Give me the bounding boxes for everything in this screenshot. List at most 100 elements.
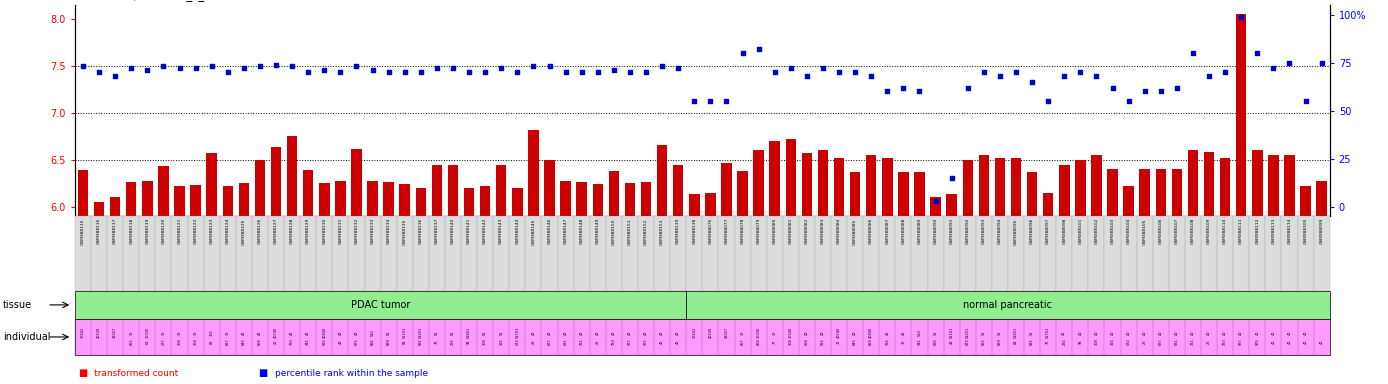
Bar xyxy=(625,183,636,216)
Point xyxy=(1102,84,1124,91)
Bar xyxy=(142,180,153,216)
Text: 40: 40 xyxy=(854,330,858,334)
Bar xyxy=(1203,152,1214,216)
Text: GSM388132: GSM388132 xyxy=(354,218,358,245)
Point xyxy=(217,69,239,75)
Text: GSM388101: GSM388101 xyxy=(1078,218,1083,245)
Text: 572: 572 xyxy=(515,338,519,345)
Point xyxy=(539,63,561,70)
Text: 41027: 41027 xyxy=(114,327,117,338)
Text: 899: 899 xyxy=(387,338,390,345)
Text: GSM388115: GSM388115 xyxy=(81,218,85,245)
Text: GSM388134: GSM388134 xyxy=(387,218,390,245)
Text: GSM388088: GSM388088 xyxy=(901,218,905,245)
Point xyxy=(1022,79,1044,85)
Text: 292: 292 xyxy=(1062,338,1066,345)
Point xyxy=(829,69,851,75)
Text: 30: 30 xyxy=(741,330,744,334)
Text: 40: 40 xyxy=(1288,330,1291,334)
Text: 40: 40 xyxy=(676,339,680,344)
Bar xyxy=(1156,169,1166,216)
Point xyxy=(297,69,319,75)
Text: 721: 721 xyxy=(580,338,584,345)
Text: 305: 305 xyxy=(210,329,214,336)
Text: 40: 40 xyxy=(1095,330,1098,334)
Point xyxy=(924,198,947,204)
Text: 40: 40 xyxy=(1174,330,1178,334)
Point xyxy=(634,69,657,75)
Text: GSM388102: GSM388102 xyxy=(1095,218,1098,245)
Text: GSM388099: GSM388099 xyxy=(1320,218,1324,245)
Bar xyxy=(110,197,121,216)
Point xyxy=(1310,60,1332,66)
Text: GSM388091: GSM388091 xyxy=(949,218,954,245)
Text: 40: 40 xyxy=(805,330,809,334)
Text: 40: 40 xyxy=(339,330,343,334)
Text: 40: 40 xyxy=(661,330,663,334)
Point xyxy=(426,65,448,71)
Point xyxy=(1134,88,1156,94)
Text: 40: 40 xyxy=(1239,330,1244,334)
Point xyxy=(329,69,351,75)
Text: 308: 308 xyxy=(788,338,793,345)
Text: GSM388087: GSM388087 xyxy=(886,218,890,245)
Text: 581: 581 xyxy=(1174,338,1178,345)
Bar xyxy=(78,170,89,216)
Text: 51251: 51251 xyxy=(966,327,970,338)
Text: GSM388125: GSM388125 xyxy=(242,218,246,245)
Point xyxy=(458,69,480,75)
Point xyxy=(908,88,930,94)
Text: 43: 43 xyxy=(949,339,954,344)
Text: GSM388152: GSM388152 xyxy=(644,218,648,245)
Text: GSM388113: GSM388113 xyxy=(1271,218,1276,245)
Bar xyxy=(1059,165,1070,216)
Text: 30640: 30640 xyxy=(788,327,793,338)
Text: GSM388097: GSM388097 xyxy=(1047,218,1051,245)
Text: 51: 51 xyxy=(1030,330,1034,334)
Text: GSM388108: GSM388108 xyxy=(1191,218,1195,245)
Text: 40: 40 xyxy=(1255,330,1259,334)
Text: GSM388092: GSM388092 xyxy=(966,218,970,245)
Point xyxy=(1166,84,1188,91)
Text: 82: 82 xyxy=(210,339,214,344)
Text: GSM388143: GSM388143 xyxy=(500,218,504,245)
Text: GSM388130: GSM388130 xyxy=(322,218,326,245)
Bar xyxy=(608,171,619,216)
Point xyxy=(892,84,915,91)
Text: 51: 51 xyxy=(451,330,455,334)
Text: 40: 40 xyxy=(1127,330,1131,334)
Text: 892: 892 xyxy=(371,338,375,345)
Bar xyxy=(255,160,265,216)
Bar xyxy=(1076,160,1085,216)
Text: 977: 977 xyxy=(1239,338,1244,345)
Text: normal pancreatic: normal pancreatic xyxy=(963,300,1052,310)
Text: 30162: 30162 xyxy=(81,327,85,338)
Text: 51: 51 xyxy=(981,330,985,334)
Bar xyxy=(335,182,346,216)
Text: 30030: 30030 xyxy=(146,327,150,338)
Bar xyxy=(866,155,876,216)
Text: GSM388105: GSM388105 xyxy=(1142,218,1146,245)
Text: GSM388151: GSM388151 xyxy=(627,218,632,245)
Bar xyxy=(1140,169,1149,216)
Text: GSM388085: GSM388085 xyxy=(854,218,858,245)
Text: 656: 656 xyxy=(869,338,873,345)
Text: GSM388138: GSM388138 xyxy=(693,218,697,245)
Point xyxy=(441,65,464,71)
Point xyxy=(570,69,593,75)
Text: GSM388140: GSM388140 xyxy=(451,218,455,245)
Text: individual: individual xyxy=(3,332,50,342)
Bar xyxy=(673,165,683,216)
Text: 617: 617 xyxy=(226,338,230,345)
Text: 308: 308 xyxy=(178,338,182,345)
Point xyxy=(72,63,94,70)
Bar xyxy=(722,163,731,216)
Text: GSM388147: GSM388147 xyxy=(564,218,568,245)
Text: GSM388081: GSM388081 xyxy=(788,218,793,245)
Text: 315: 315 xyxy=(1110,338,1115,345)
Text: GSM388133: GSM388133 xyxy=(371,218,375,245)
Text: 84: 84 xyxy=(403,339,407,344)
Point xyxy=(1053,73,1076,79)
Bar xyxy=(448,165,458,216)
Point xyxy=(409,69,432,75)
